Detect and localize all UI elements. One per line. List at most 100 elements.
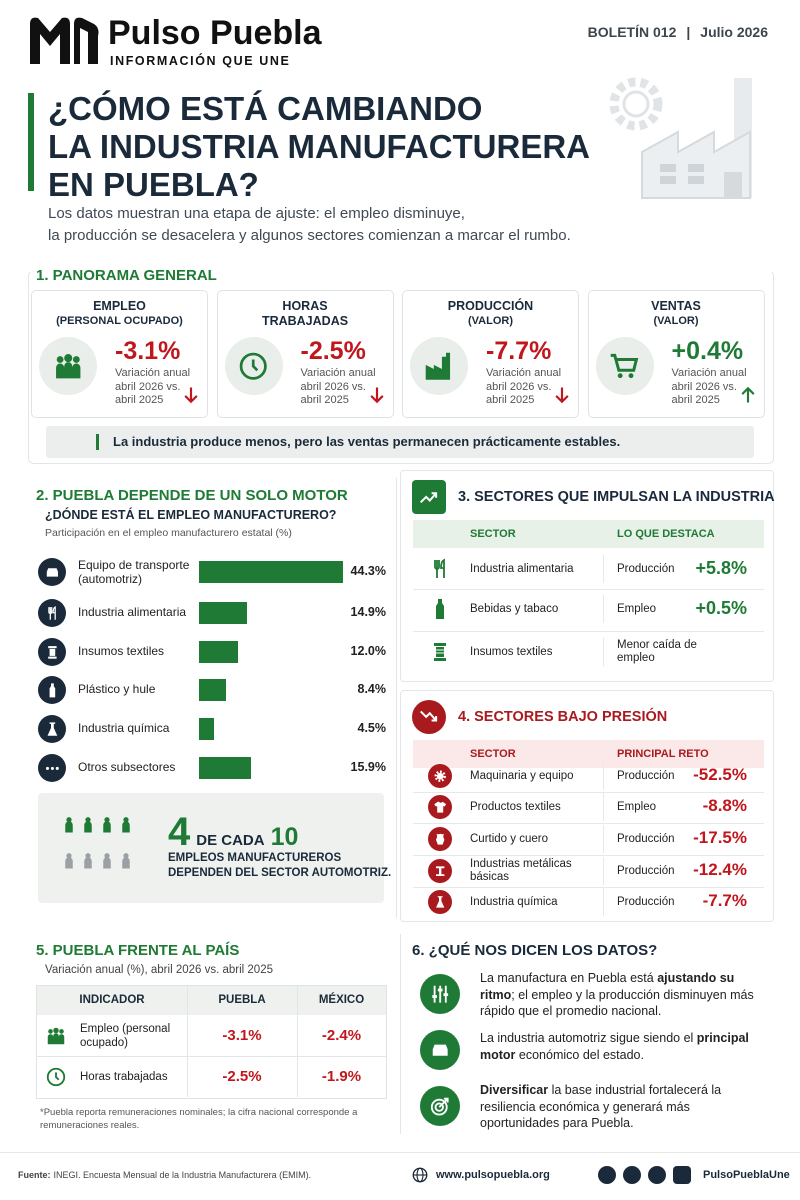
icon-part — [49, 650, 55, 654]
section-frame — [28, 270, 774, 464]
bar — [199, 641, 238, 663]
icon-part — [47, 1027, 65, 1045]
website[interactable]: www.pulsopuebla.org — [436, 1169, 550, 1181]
change: +0.5% — [695, 598, 747, 618]
date: Julio 2026 — [700, 24, 768, 40]
table-header — [37, 986, 386, 1015]
metric: Producción — [617, 562, 675, 575]
icon — [224, 337, 283, 395]
icon-part — [434, 770, 446, 782]
note-bar — [46, 426, 754, 458]
icon-part — [435, 866, 445, 876]
icon-part — [434, 558, 445, 578]
kpi-card — [402, 290, 579, 418]
icon — [428, 795, 452, 819]
kpi-label: HORAS TRABAJADAS — [261, 299, 349, 328]
country-value: -2.5% — [222, 1068, 262, 1085]
row-divider — [37, 1056, 386, 1057]
separator: | — [686, 24, 691, 40]
icon-part — [184, 387, 198, 404]
hero-title: ¿CÓMO ESTÁ CAMBIANDO — [48, 90, 483, 127]
insight-text: La industria automotriz sigue siendo el … — [480, 1030, 765, 1063]
icon-part — [46, 567, 58, 577]
metric: Producción — [617, 832, 675, 845]
column-header: PUEBLA — [218, 994, 266, 1006]
column-divider — [603, 825, 604, 853]
icon-part — [622, 90, 650, 118]
row-divider — [413, 886, 764, 888]
icon — [428, 890, 452, 914]
value-label: 12.0% — [350, 644, 386, 658]
hero-title: EN PUEBLA? — [48, 166, 259, 203]
icon-part — [103, 857, 111, 869]
icon-part — [432, 985, 448, 1003]
icon-part — [74, 17, 99, 65]
indicator: Horas trabajadas — [80, 1071, 168, 1083]
icon-part — [435, 833, 445, 845]
icon-part — [435, 896, 445, 908]
callout-head: 4 DE CADA 10 — [168, 810, 298, 855]
icon-part — [66, 817, 72, 823]
kpi-note: Variación anual abril 2026 vs. abril 202… — [115, 367, 191, 406]
icon-part — [55, 766, 59, 770]
callout — [38, 793, 384, 903]
icon — [79, 816, 97, 834]
icon-part — [412, 1167, 428, 1183]
bar — [199, 679, 227, 701]
icon-part — [432, 1044, 448, 1056]
icon-part — [46, 1067, 66, 1087]
icon-part — [434, 1050, 438, 1054]
issue: BOLETÍN 012 — [587, 24, 677, 40]
icon — [428, 859, 452, 883]
icon-part — [740, 386, 755, 403]
icon-part — [434, 658, 446, 661]
section-title: 4. SECTORES BAJO PRESIÓN — [458, 709, 668, 725]
kpi-note: Variación anual abril 2026 vs. abril 202… — [486, 367, 562, 406]
social-icon[interactable] — [648, 1166, 666, 1184]
indicator: Empleo (personal ocupado) — [80, 1023, 171, 1049]
icon-part — [443, 993, 448, 996]
icon-part — [435, 1045, 445, 1049]
insight-text: La manufactura en Puebla está ajustando … — [480, 970, 765, 1020]
icon-part — [369, 387, 384, 404]
insight-after: la base industrial fortalecerá la resili… — [480, 1083, 722, 1130]
icon — [98, 816, 116, 834]
icon-part — [48, 568, 56, 571]
social-icon[interactable] — [673, 1166, 691, 1184]
icon — [595, 337, 654, 395]
insight-bold: Diversificar — [480, 1083, 549, 1097]
social-icon[interactable] — [598, 1166, 616, 1184]
value-label: 4.5% — [357, 721, 387, 735]
kpi-note: Variación anual abril 2026 vs. abril 202… — [671, 367, 747, 406]
icon-part — [435, 833, 445, 845]
icon-part — [436, 599, 444, 619]
icon — [38, 638, 66, 666]
icon — [552, 385, 572, 405]
icon-part — [252, 359, 259, 372]
icon-part — [55, 361, 81, 379]
section-title: 1. PANORAMA GENERAL — [36, 267, 225, 284]
country-value: -1.9% — [321, 1068, 362, 1085]
row-divider — [413, 791, 764, 793]
table-frame — [36, 985, 387, 1099]
row-divider — [413, 855, 764, 856]
change: -7.7% — [702, 891, 747, 910]
column-divider — [187, 986, 188, 1097]
icon-part — [84, 853, 92, 869]
value-label: 15.9% — [350, 760, 386, 774]
accent-bar — [28, 93, 34, 191]
icon — [428, 557, 452, 581]
kpi-value: -2.5% — [300, 337, 366, 365]
icon-part — [434, 643, 446, 661]
icon-part — [47, 722, 57, 736]
icon-part — [47, 572, 50, 575]
icon-part — [438, 1097, 449, 1108]
social-icon[interactable] — [623, 1166, 641, 1184]
category-label: Otros subsectores — [78, 760, 176, 774]
category-label: Industria química — [78, 721, 170, 735]
icon-part — [49, 648, 55, 656]
metric: Producción — [617, 769, 675, 782]
brand-name: Pulso Puebla — [108, 14, 322, 52]
row-divider — [413, 630, 764, 632]
table-header — [413, 740, 764, 768]
